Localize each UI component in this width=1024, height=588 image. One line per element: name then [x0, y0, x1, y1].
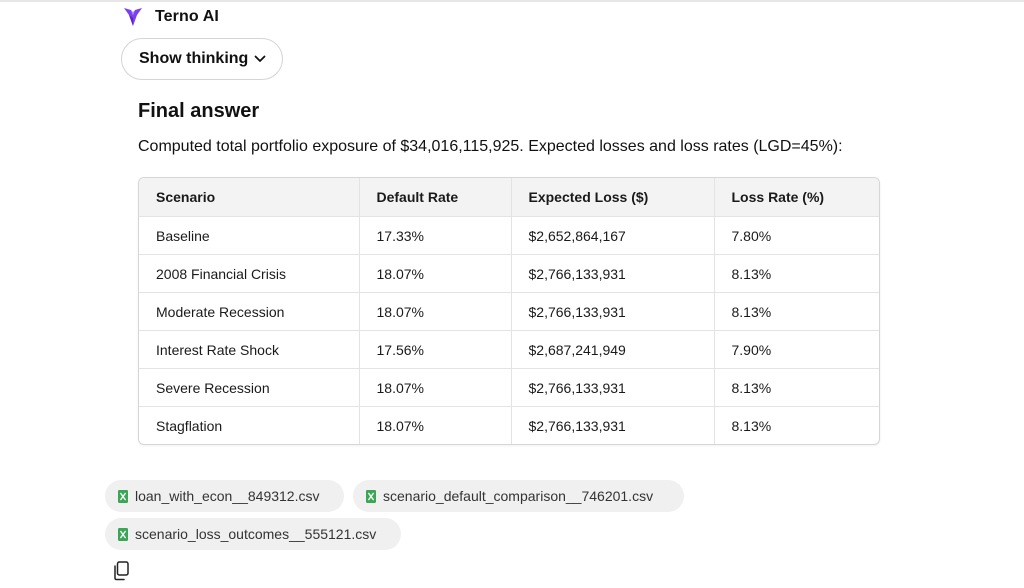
cell-loss-rate: 8.13% — [731, 417, 772, 434]
top-divider — [0, 0, 1024, 2]
cell-default-rate: 18.07% — [359, 292, 512, 331]
copy-button[interactable] — [112, 561, 130, 581]
file-chip[interactable]: scenario_loss_outcomes__555121.csv — [105, 518, 401, 550]
excel-file-icon — [118, 489, 128, 503]
cell-expected-loss: $2,766,133,931 — [511, 368, 715, 407]
app-header: Terno AI — [122, 6, 219, 28]
app-name: Terno AI — [155, 8, 219, 25]
table-row: Baseline 17.33% $2,652,864,167 7.80% — [139, 216, 879, 255]
cell-scenario: 2008 Financial Crisis — [139, 254, 360, 293]
final-answer-title: Final answer — [138, 100, 260, 122]
cell-default-rate: 17.33% — [359, 216, 512, 255]
table-row: Severe Recession 18.07% $2,766,133,931 8… — [139, 368, 879, 407]
cell-scenario: Stagflation — [139, 406, 360, 444]
cell-expected-loss: $2,766,133,931 — [511, 406, 715, 444]
cell-expected-loss: $2,687,241,949 — [511, 330, 715, 369]
cell-expected-loss: $2,766,133,931 — [511, 292, 715, 331]
cell-default-rate: 18.07% — [359, 254, 512, 293]
cell-scenario: Moderate Recession — [139, 292, 360, 331]
file-chip[interactable]: scenario_default_comparison__746201.csv — [353, 480, 684, 512]
show-thinking-label: Show thinking — [139, 50, 249, 67]
cell-default-rate: 17.56% — [359, 330, 512, 369]
cell-scenario: Interest Rate Shock — [139, 330, 360, 369]
excel-file-icon — [366, 489, 376, 503]
cell-loss-rate: 7.90% — [714, 330, 879, 369]
file-name: scenario_default_comparison__746201.csv — [383, 488, 654, 504]
cell-loss-rate: 8.13% — [714, 254, 879, 293]
column-header-expected-loss: Expected Loss ($) — [511, 178, 715, 217]
column-header-loss-rate: Loss Rate (%) — [714, 178, 879, 217]
terno-logo-icon — [124, 8, 142, 26]
copy-icon — [114, 561, 129, 581]
table-header-row: Scenario Default Rate Expected Loss ($) … — [139, 178, 879, 217]
excel-file-icon — [118, 527, 128, 541]
column-header-default-rate: Default Rate — [359, 178, 512, 217]
cell-scenario: Severe Recession — [139, 368, 360, 407]
cell-expected-loss: $2,652,864,167 — [511, 216, 715, 255]
table-row: Interest Rate Shock 17.56% $2,687,241,94… — [139, 330, 879, 369]
cell-loss-rate: 8.13% — [714, 292, 879, 331]
file-chip[interactable]: loan_with_econ__849312.csv — [105, 480, 344, 512]
column-header-scenario: Scenario — [139, 178, 360, 217]
answer-summary: Computed total portfolio exposure of $34… — [138, 138, 843, 155]
cell-scenario: Baseline — [139, 216, 360, 255]
cell-loss-rate: 8.13% — [714, 368, 879, 407]
file-name: loan_with_econ__849312.csv — [135, 488, 320, 504]
cell-loss-rate: 7.80% — [714, 216, 879, 255]
table-row: Moderate Recession 18.07% $2,766,133,931… — [139, 292, 879, 331]
file-name: scenario_loss_outcomes__555121.csv — [135, 526, 377, 542]
results-table: Scenario Default Rate Expected Loss ($) … — [138, 177, 880, 445]
cell-expected-loss: $2,766,133,931 — [511, 254, 715, 293]
cell-default-rate: 18.07% — [359, 406, 512, 444]
chevron-down-icon — [254, 55, 266, 62]
table-row: 2008 Financial Crisis 18.07% $2,766,133,… — [139, 254, 879, 293]
show-thinking-button[interactable]: Show thinking — [121, 38, 283, 80]
table-row: Stagflation 18.07% $2,766,133,931 8.13% — [139, 406, 879, 444]
cell-default-rate: 18.07% — [359, 368, 512, 407]
